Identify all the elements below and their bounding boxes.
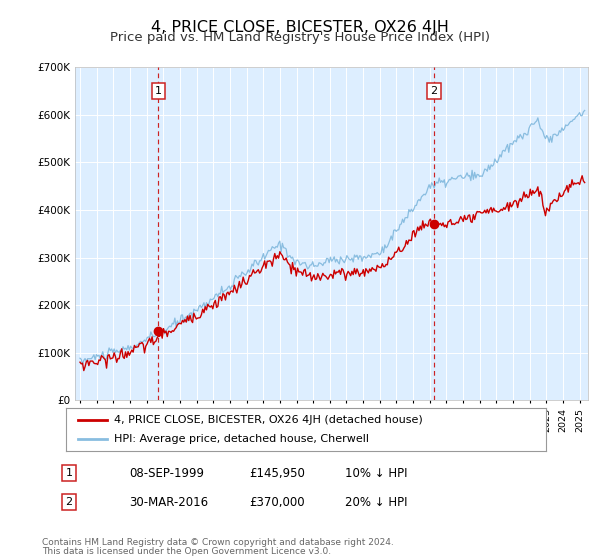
Text: 10% ↓ HPI: 10% ↓ HPI [345,466,407,480]
Text: 2: 2 [65,497,73,507]
Text: 30-MAR-2016: 30-MAR-2016 [129,496,208,509]
Text: 08-SEP-1999: 08-SEP-1999 [129,466,204,480]
Text: Price paid vs. HM Land Registry's House Price Index (HPI): Price paid vs. HM Land Registry's House … [110,31,490,44]
Text: 4, PRICE CLOSE, BICESTER, OX26 4JH (detached house): 4, PRICE CLOSE, BICESTER, OX26 4JH (deta… [114,415,423,425]
Text: £370,000: £370,000 [249,496,305,509]
Text: Contains HM Land Registry data © Crown copyright and database right 2024.: Contains HM Land Registry data © Crown c… [42,538,394,547]
Text: 20% ↓ HPI: 20% ↓ HPI [345,496,407,509]
Text: HPI: Average price, detached house, Cherwell: HPI: Average price, detached house, Cher… [114,435,369,444]
Text: 1: 1 [155,86,161,96]
Text: 4, PRICE CLOSE, BICESTER, OX26 4JH: 4, PRICE CLOSE, BICESTER, OX26 4JH [151,20,449,35]
Text: £145,950: £145,950 [249,466,305,480]
Text: 2: 2 [430,86,437,96]
Text: This data is licensed under the Open Government Licence v3.0.: This data is licensed under the Open Gov… [42,547,331,556]
Text: 1: 1 [65,468,73,478]
